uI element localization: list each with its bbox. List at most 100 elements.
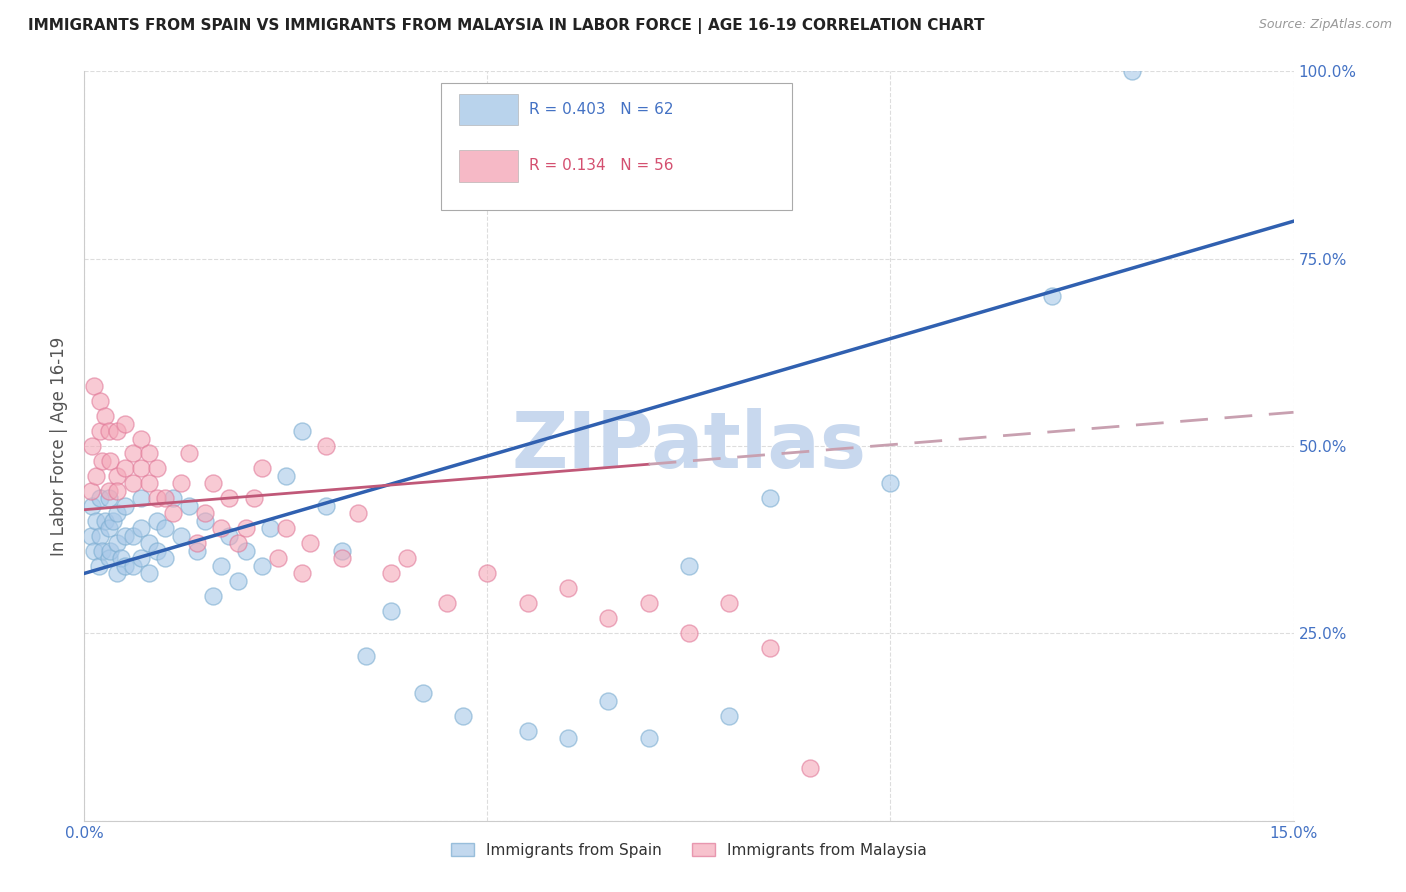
Point <box>87 558 110 573</box>
Point <box>202 589 225 603</box>
Point <box>226 536 249 550</box>
Point <box>267 551 290 566</box>
Point <box>146 461 169 475</box>
Point <box>179 499 201 513</box>
Point <box>436 596 458 610</box>
Point <box>330 551 353 566</box>
Point <box>91 544 114 558</box>
Point <box>105 424 128 438</box>
Point <box>146 491 169 506</box>
Point <box>86 514 108 528</box>
Point <box>516 723 538 738</box>
Point <box>105 566 128 581</box>
Point <box>129 432 152 446</box>
Point <box>98 544 121 558</box>
Point <box>179 446 201 460</box>
Point <box>380 604 402 618</box>
FancyBboxPatch shape <box>460 150 519 181</box>
Point <box>218 491 240 506</box>
Point <box>82 499 104 513</box>
Point <box>315 439 337 453</box>
Point <box>97 551 120 566</box>
Point <box>259 521 281 535</box>
Point <box>209 521 232 535</box>
Point <box>315 499 337 513</box>
Point <box>516 596 538 610</box>
Point <box>718 596 741 610</box>
FancyBboxPatch shape <box>441 83 792 210</box>
Point <box>879 476 901 491</box>
Text: ZIPatlas: ZIPatlas <box>512 408 866 484</box>
Point <box>146 544 169 558</box>
Point <box>235 521 257 535</box>
Point <box>186 536 208 550</box>
Point <box>356 648 378 663</box>
Point <box>557 731 579 746</box>
Point <box>250 461 273 475</box>
Point <box>138 476 160 491</box>
Point <box>80 529 103 543</box>
Point <box>121 446 143 460</box>
Point <box>93 514 115 528</box>
Point <box>637 731 659 746</box>
Point <box>83 379 105 393</box>
Point <box>799 761 821 775</box>
Point <box>129 491 152 506</box>
Point <box>129 551 152 566</box>
Point <box>637 596 659 610</box>
Point <box>194 514 217 528</box>
Point <box>83 544 105 558</box>
Point <box>129 521 152 535</box>
Text: R = 0.403   N = 62: R = 0.403 N = 62 <box>529 102 673 117</box>
Point <box>718 708 741 723</box>
Point <box>114 417 136 431</box>
Point <box>101 514 124 528</box>
Point <box>89 424 111 438</box>
Point <box>235 544 257 558</box>
Point <box>330 544 353 558</box>
Point <box>153 521 176 535</box>
Point <box>138 446 160 460</box>
Point <box>110 551 132 566</box>
Point <box>162 491 184 506</box>
Legend: Immigrants from Spain, Immigrants from Malaysia: Immigrants from Spain, Immigrants from M… <box>443 835 935 865</box>
Point <box>194 507 217 521</box>
Point <box>758 491 780 506</box>
Point <box>146 514 169 528</box>
Point <box>138 536 160 550</box>
Point <box>89 394 111 409</box>
Point <box>299 536 322 550</box>
Point <box>105 507 128 521</box>
Y-axis label: In Labor Force | Age 16-19: In Labor Force | Age 16-19 <box>51 336 69 556</box>
Point <box>758 641 780 656</box>
Point <box>121 476 143 491</box>
Point <box>105 469 128 483</box>
Point <box>226 574 249 588</box>
Point <box>412 686 434 700</box>
Point <box>598 694 620 708</box>
Point <box>291 424 314 438</box>
Point <box>114 558 136 573</box>
Point <box>380 566 402 581</box>
Point <box>98 454 121 468</box>
Point <box>153 491 176 506</box>
Point <box>477 566 499 581</box>
Point <box>274 521 297 535</box>
Point <box>291 566 314 581</box>
Point <box>114 499 136 513</box>
Point <box>97 483 120 498</box>
Point <box>242 491 264 506</box>
Point <box>121 529 143 543</box>
Point <box>82 439 104 453</box>
Point <box>598 611 620 625</box>
Point <box>557 582 579 596</box>
Point <box>91 454 114 468</box>
Point <box>97 521 120 535</box>
Point <box>202 476 225 491</box>
Point <box>86 469 108 483</box>
Point <box>218 529 240 543</box>
Point <box>114 461 136 475</box>
Text: R = 0.134   N = 56: R = 0.134 N = 56 <box>529 158 673 173</box>
Point <box>105 536 128 550</box>
Point <box>347 507 370 521</box>
